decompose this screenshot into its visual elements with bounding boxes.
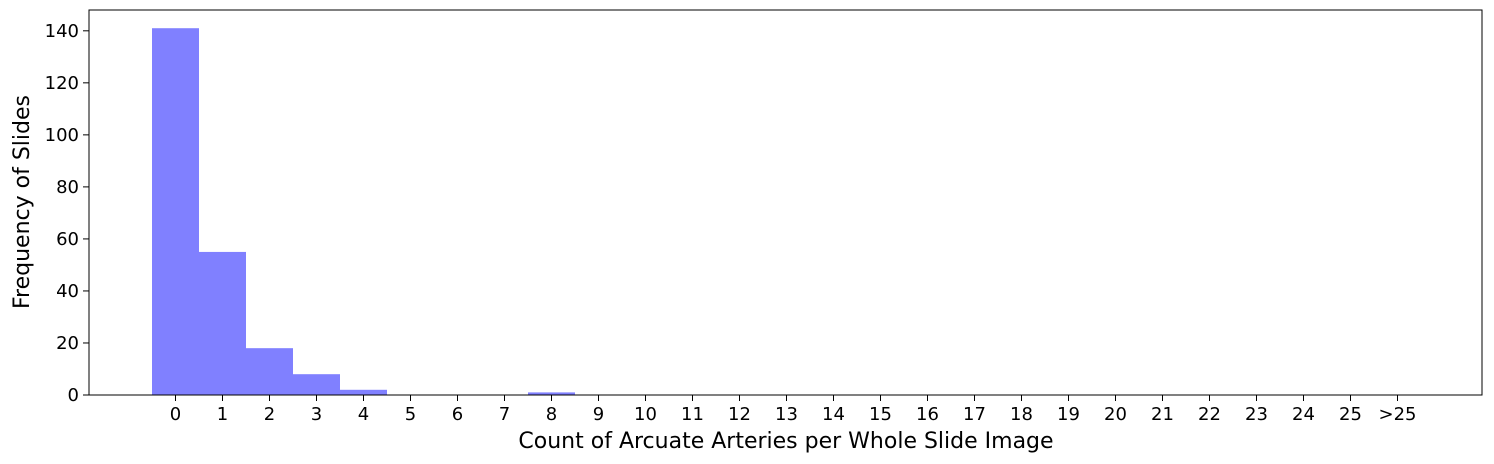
- x-tick-label: 3: [311, 404, 322, 425]
- x-tick-label: 10: [634, 404, 657, 425]
- y-axis-label: Frequency of Slides: [10, 95, 35, 309]
- x-tick-label: 18: [1010, 404, 1033, 425]
- x-tick-label: 0: [170, 404, 181, 425]
- x-tick-label: 6: [452, 404, 463, 425]
- x-tick-label: 12: [728, 404, 751, 425]
- y-tick-label: 80: [56, 177, 79, 198]
- y-tick-label: 60: [56, 229, 79, 250]
- x-tick-label: 25: [1339, 404, 1362, 425]
- x-tick-label: 23: [1245, 404, 1268, 425]
- y-tick-label: 120: [45, 73, 79, 94]
- bar-3: [293, 374, 340, 395]
- x-tick-label: 7: [499, 404, 510, 425]
- y-tick-label: 40: [56, 281, 79, 302]
- x-tick-label: 9: [593, 404, 604, 425]
- x-tick-label: 1: [217, 404, 228, 425]
- y-axis: 0 20 40 60 80 100 120 140: [45, 21, 89, 406]
- x-tick-label: 16: [916, 404, 939, 425]
- x-axis-label: Count of Arcuate Arteries per Whole Slid…: [518, 429, 1053, 454]
- x-tick-label: 19: [1057, 404, 1080, 425]
- plot-frame: [88, 9, 1483, 396]
- x-tick-label: 21: [1151, 404, 1174, 425]
- x-tick-label: >25: [1379, 404, 1417, 425]
- x-tick-label: 8: [546, 404, 557, 425]
- x-axis: 0 1 2 3 4 5 6 7 8 9 10 11 12 13 14 15 16 17 18 19 20 21 22 23 24…: [170, 395, 1417, 425]
- y-tick-label: 0: [68, 385, 79, 406]
- x-tick-label: 2: [264, 404, 275, 425]
- bar-4: [340, 389, 387, 395]
- x-tick-label: 17: [963, 404, 986, 425]
- x-tick-label: 15: [869, 404, 892, 425]
- x-tick-label: 24: [1292, 404, 1315, 425]
- y-tick-label: 20: [56, 333, 79, 354]
- bar-8: [528, 392, 575, 395]
- x-tick-label: 20: [1104, 404, 1127, 425]
- bar-0: [152, 28, 199, 395]
- x-tick-label: 14: [822, 404, 845, 425]
- bar-2: [246, 348, 293, 395]
- x-tick-label: 5: [405, 404, 416, 425]
- x-tick-label: 4: [358, 404, 369, 425]
- x-tick-label: 11: [681, 404, 704, 425]
- x-tick-label: 13: [775, 404, 798, 425]
- bar-1: [199, 251, 246, 395]
- x-tick-label: 22: [1198, 404, 1221, 425]
- y-tick-label: 140: [45, 21, 79, 42]
- y-tick-label: 100: [45, 125, 79, 146]
- bars-group: [152, 28, 575, 395]
